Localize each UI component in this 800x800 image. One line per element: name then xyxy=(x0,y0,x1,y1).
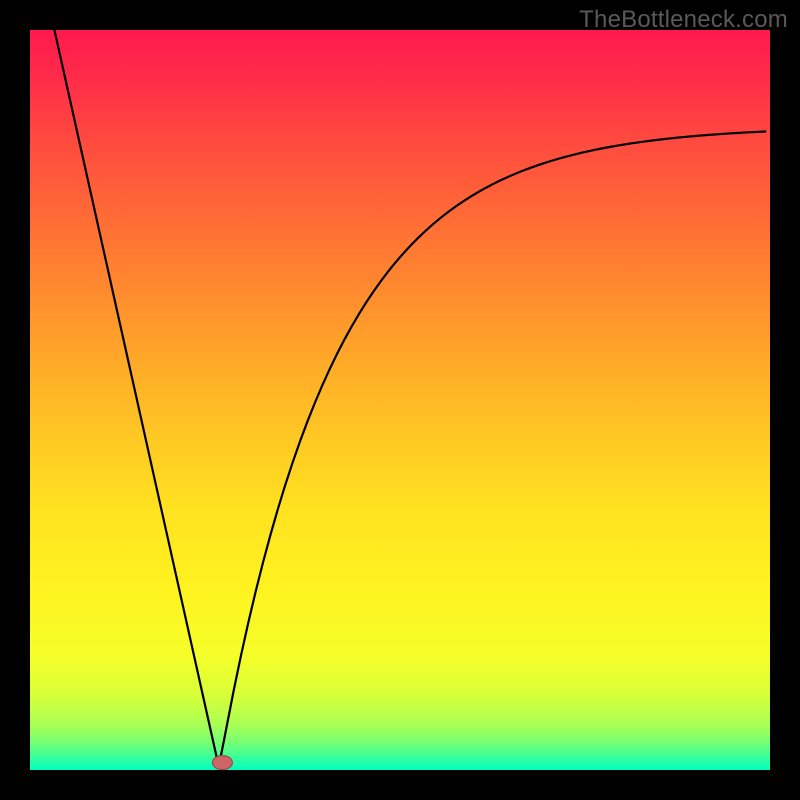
plot-gradient-background xyxy=(30,30,770,770)
chart-container: TheBottleneck.com xyxy=(0,0,800,800)
watermark-text: TheBottleneck.com xyxy=(579,6,788,34)
